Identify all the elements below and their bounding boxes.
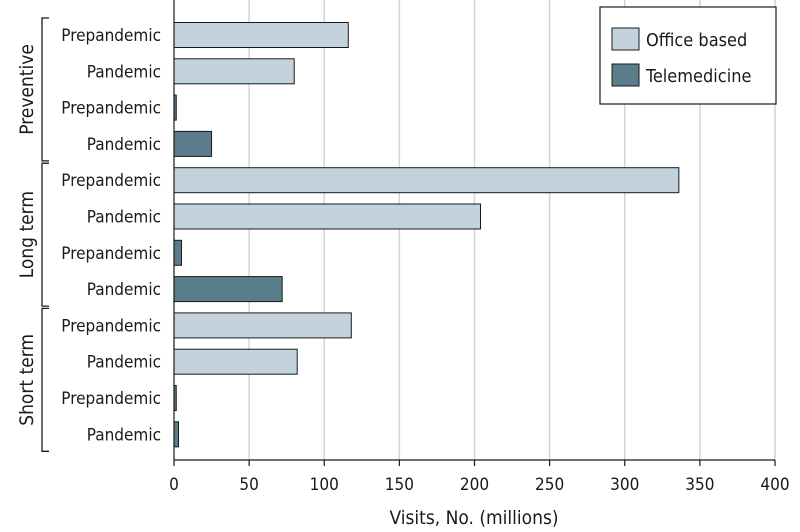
group-labels: Preventive Long term Short term [16, 17, 49, 452]
x-tick-label: 200 [460, 475, 489, 495]
x-tick-label: 50 [239, 475, 258, 495]
legend-swatch-office-based [611, 27, 640, 51]
legend: Office based Telemedicine [599, 6, 777, 105]
category-label: Pandemic [87, 62, 161, 82]
bar-long-term-pandemic-office-based [173, 203, 482, 230]
x-tick-label: 300 [610, 475, 639, 495]
category-label: Pandemic [87, 425, 161, 445]
group-bracket [41, 307, 49, 452]
bar-short-term-prepandemic-office-based [173, 312, 352, 339]
legend-label-telemedicine: Telemedicine [645, 66, 751, 87]
group-label-preventive: Preventive [16, 44, 38, 135]
legend-box [599, 6, 777, 105]
category-label: Pandemic [87, 135, 161, 155]
x-axis: 0 50 100 150 200 250 300 350 400 [169, 0, 790, 495]
x-axis-title: Visits, No. (millions) [389, 507, 558, 529]
group-label-short-term: Short term [16, 334, 38, 426]
bar-preventive-pandemic-office-based [173, 58, 295, 85]
x-tick-label: 0 [169, 475, 179, 495]
category-label: Prepandemic [61, 316, 161, 336]
category-label: Prepandemic [61, 26, 161, 46]
category-label: Pandemic [87, 353, 161, 373]
x-tick-label: 400 [760, 475, 789, 495]
group-label-long-term: Long term [16, 191, 38, 278]
group-bracket [41, 17, 49, 162]
legend-label-office-based: Office based [646, 30, 747, 51]
category-label: Prepandemic [61, 389, 161, 409]
x-tick-label: 250 [535, 475, 564, 495]
bar-preventive-prepandemic-office-based [173, 22, 349, 48]
bars [173, 22, 680, 448]
category-label: Prepandemic [61, 244, 161, 264]
x-tick-label: 150 [385, 475, 414, 495]
category-label: Prepandemic [61, 171, 161, 191]
legend-swatch-telemedicine [611, 63, 640, 87]
category-label: Pandemic [87, 280, 161, 300]
bar-preventive-pandemic-telemedicine [173, 130, 213, 157]
x-tick-label: 350 [685, 475, 714, 495]
x-tick-label: 100 [310, 475, 339, 495]
category-label: Pandemic [87, 208, 161, 228]
bar-short-term-pandemic-telemedicine [173, 421, 180, 448]
bar-short-term-pandemic-office-based [173, 348, 298, 375]
bar-long-term-prepandemic-telemedicine [173, 239, 183, 266]
group-bracket [41, 162, 49, 307]
category-label: Prepandemic [61, 99, 161, 119]
category-labels: Prepandemic Pandemic Prepandemic Pandemic Pr… [61, 26, 161, 445]
bar-long-term-prepandemic-office-based [173, 167, 680, 194]
bar-long-term-pandemic-telemedicine [173, 276, 283, 303]
